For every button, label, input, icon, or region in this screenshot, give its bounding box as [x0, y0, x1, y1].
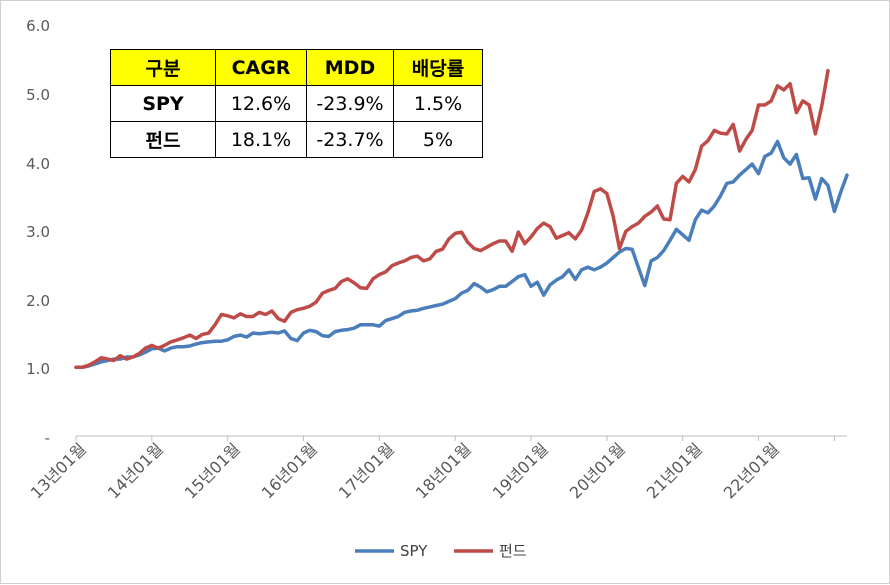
y-axis-labels: - 1.0 2.0 3.0 4.0 5.0 6.0: [26, 17, 50, 447]
series-line-fund: [74, 68, 830, 370]
header-category: 구분: [110, 49, 216, 86]
x-tick-label: 14년01월: [104, 439, 167, 502]
row-label: 펀드: [110, 121, 216, 158]
cell-dividend: 1.5%: [393, 85, 483, 122]
table-row: SPY 12.6% -23.9% 1.5%: [110, 85, 483, 122]
y-tick-label: 2.0: [26, 292, 50, 310]
cell-cagr: 18.1%: [215, 121, 307, 158]
x-axis-labels: 13년01월 14년01월 15년01월 16년01월 17년01월 18년01…: [27, 439, 783, 502]
legend-label-spy: SPY: [400, 542, 428, 560]
x-tick-label: 21년01월: [643, 439, 706, 502]
cell-cagr: 12.6%: [215, 85, 307, 122]
y-tick-label: 4.0: [26, 155, 50, 173]
cell-mdd: -23.9%: [306, 85, 394, 122]
y-tick-label: -: [45, 429, 50, 447]
series-line-spy: [74, 139, 849, 370]
x-tick-label: 17년01월: [335, 439, 398, 502]
header-mdd: MDD: [306, 49, 394, 86]
y-tick-label: 6.0: [26, 17, 50, 35]
header-dividend: 배당률: [393, 49, 483, 86]
x-tick-label: 20년01월: [566, 439, 629, 502]
summary-table: 구분 CAGR MDD 배당률 SPY 12.6% -23.9% 1.5% 펀드…: [110, 49, 483, 158]
table-row: 펀드 18.1% -23.7% 5%: [110, 121, 483, 158]
y-tick-label: 1.0: [26, 360, 50, 378]
row-label: SPY: [110, 85, 216, 122]
table-header-row: 구분 CAGR MDD 배당률: [110, 49, 483, 86]
x-tick-label: 22년01월: [720, 439, 783, 502]
cell-dividend: 5%: [393, 121, 483, 158]
x-tick-label: 13년01월: [27, 439, 90, 502]
header-cagr: CAGR: [215, 49, 307, 86]
x-tick-label: 19년01월: [489, 439, 552, 502]
legend: SPY 펀드: [355, 542, 527, 560]
y-tick-label: 5.0: [26, 86, 50, 104]
x-tick-label: 16년01월: [258, 439, 321, 502]
x-tick-label: 15년01월: [181, 439, 244, 502]
x-tick-label: 18년01월: [412, 439, 475, 502]
cell-mdd: -23.7%: [306, 121, 394, 158]
legend-label-fund: 펀드: [499, 542, 527, 560]
y-tick-label: 3.0: [26, 223, 50, 241]
x-axis-ticks: [75, 436, 835, 441]
